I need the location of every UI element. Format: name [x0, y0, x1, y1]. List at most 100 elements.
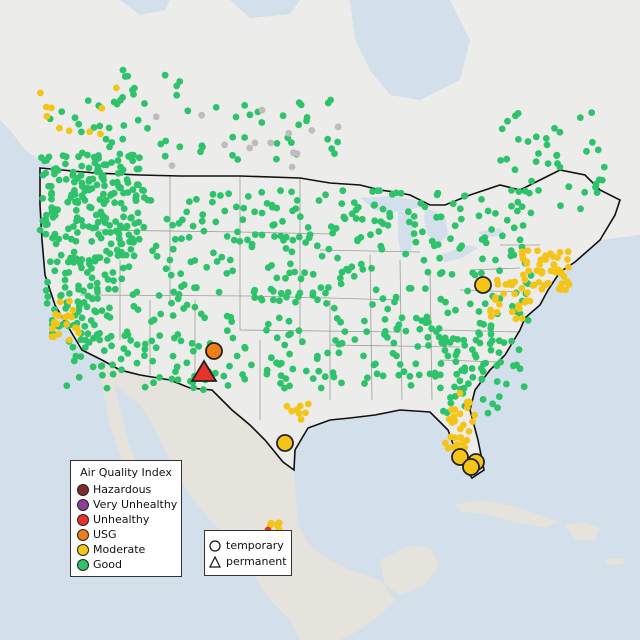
monitor-dot	[350, 272, 358, 280]
monitor-dot	[54, 206, 61, 214]
monitor-dot	[69, 172, 77, 179]
monitor-dot	[89, 363, 97, 371]
monitor-dot	[87, 282, 94, 290]
monitor-dot	[460, 384, 468, 392]
monitor-dot	[487, 306, 494, 314]
monitor-dot	[185, 233, 193, 241]
good-swatch-icon	[77, 559, 89, 571]
monitor-dot	[57, 251, 65, 259]
monitor-dot	[241, 343, 249, 351]
monitor-dot	[63, 382, 71, 390]
monitor-dot	[120, 213, 127, 221]
monitor-dot	[75, 120, 83, 128]
monitor-dot	[85, 223, 93, 231]
monitor-dot	[239, 216, 247, 224]
monitor-dot	[423, 313, 431, 321]
monitor-dot	[556, 128, 564, 136]
monitor-dot	[117, 355, 125, 363]
monitor-dot	[156, 374, 163, 381]
monitor-dot	[337, 280, 345, 288]
monitor-dot	[457, 434, 465, 442]
monitor-dot	[178, 283, 185, 290]
monitor-dot	[152, 113, 160, 121]
monitor-dot	[324, 135, 332, 143]
monitor-dot	[494, 404, 501, 412]
monitor-dot	[465, 398, 473, 406]
monitor-dot	[49, 213, 57, 221]
monitor-dot	[241, 102, 249, 109]
monitor-dot	[534, 247, 541, 255]
monitor-dot	[58, 108, 66, 115]
monitor-dot	[288, 188, 295, 196]
monitor-dot	[515, 346, 523, 354]
monitor-dot	[141, 100, 148, 107]
monitor-dot	[516, 236, 524, 244]
monitor-dot	[195, 342, 203, 350]
monitor-dot	[198, 142, 206, 150]
monitor-dot	[258, 119, 266, 126]
monitor-dot	[199, 211, 207, 219]
monitor-dot	[239, 371, 247, 378]
monitor-dot	[75, 282, 82, 290]
monitor-dot	[172, 368, 179, 375]
monitor-dot	[363, 328, 371, 336]
monitor-dot	[463, 404, 471, 412]
permanent-label: permanent	[226, 555, 287, 568]
monitor-dot	[277, 232, 285, 240]
monitor-dot	[317, 384, 325, 392]
monitor-dot	[135, 218, 143, 226]
monitor-dot	[229, 267, 237, 275]
monitor-dot	[338, 200, 346, 208]
monitor-dot	[52, 165, 60, 172]
gulf-of-california	[115, 385, 168, 465]
monitor-dot	[209, 190, 217, 198]
monitor-dot	[492, 210, 499, 217]
monitor-dot	[251, 208, 258, 216]
monitor-dot	[269, 221, 277, 229]
monitor-dot	[176, 78, 184, 85]
monitor-dot	[101, 271, 109, 279]
monitor-dot	[524, 138, 532, 145]
monitor-dot	[406, 218, 413, 226]
monitor-dot	[251, 231, 259, 239]
moderate-swatch-icon	[77, 544, 89, 556]
monitor-dot	[63, 321, 70, 328]
monitor-dot	[335, 349, 343, 357]
monitor-dot	[313, 242, 321, 250]
monitor-dot	[97, 362, 105, 370]
monitor-dot	[452, 306, 459, 314]
monitor-dot	[119, 166, 127, 174]
monitor-dot	[134, 306, 142, 313]
monitor-dot	[227, 313, 235, 321]
monitor-dot	[62, 176, 70, 183]
monitor-dot	[371, 217, 379, 225]
monitor-dot	[91, 307, 98, 315]
monitor-dot	[141, 345, 149, 353]
monitor-dot	[297, 416, 305, 423]
monitor-dot	[78, 128, 85, 136]
monitor-dot	[309, 375, 317, 382]
monitor-dot	[74, 199, 82, 207]
monitor-dot	[442, 439, 449, 447]
monitor-dot	[173, 91, 181, 99]
monitor-dot	[285, 129, 293, 137]
monitor-dot	[96, 122, 104, 130]
monitor-dot	[129, 186, 137, 194]
monitor-dot	[275, 314, 283, 322]
monitor-dot	[109, 370, 117, 378]
monitor-dot	[341, 328, 349, 335]
monitor-dot	[112, 218, 119, 226]
monitor-dot	[88, 238, 96, 245]
monitor-dot	[512, 315, 520, 323]
monitor-dot	[315, 367, 323, 375]
monitor-dot	[422, 319, 430, 327]
monitor-dot	[444, 309, 452, 317]
hudson-bay	[350, 0, 470, 100]
monitor-dot	[65, 336, 73, 344]
monitor-dot	[361, 380, 368, 387]
monitor-dot	[70, 223, 77, 230]
monitor-dot	[386, 209, 393, 217]
monitor-dot	[447, 235, 454, 243]
monitor-dot	[176, 143, 184, 151]
monitor-dot	[348, 210, 356, 218]
